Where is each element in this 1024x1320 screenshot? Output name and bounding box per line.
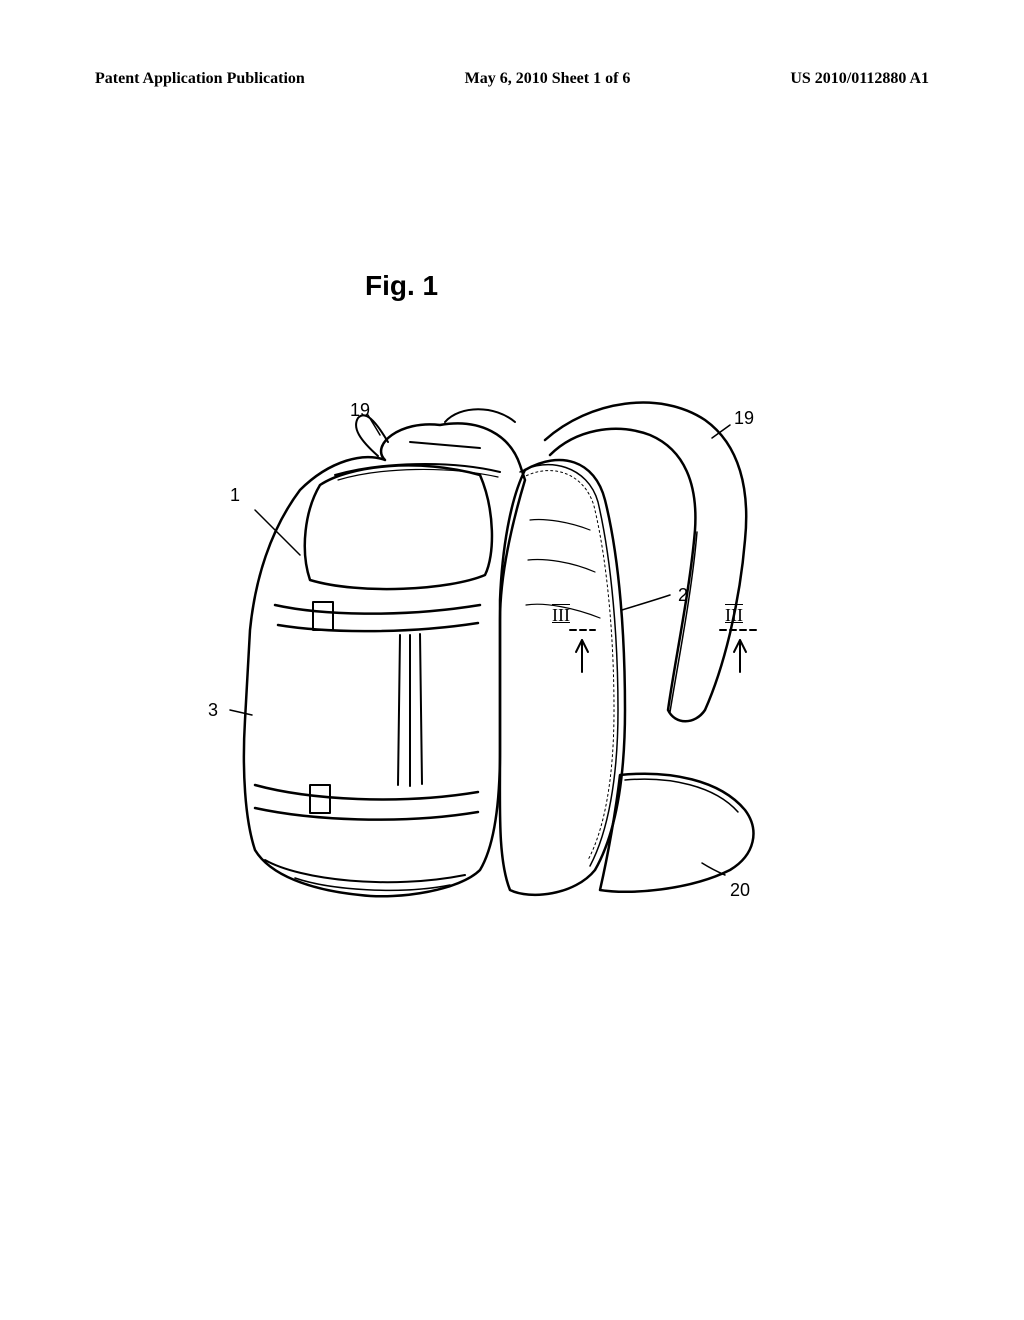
- section-roman-right: III: [725, 605, 743, 626]
- ref-19-left: 19: [350, 400, 370, 421]
- page-header: Patent Application Publication May 6, 20…: [95, 70, 929, 88]
- patent-drawing: 19 19 1 2 3 20 III III: [200, 380, 840, 980]
- header-left: Patent Application Publication: [95, 70, 305, 88]
- section-roman-left: III: [552, 605, 570, 626]
- header-right: US 2010/0112880 A1: [790, 70, 929, 88]
- figure-label: Fig. 1: [365, 270, 438, 302]
- ref-19-right: 19: [734, 408, 754, 429]
- header-center: May 6, 2010 Sheet 1 of 6: [465, 70, 631, 88]
- ref-2: 2: [678, 585, 688, 606]
- ref-20: 20: [730, 880, 750, 901]
- ref-3: 3: [208, 700, 218, 721]
- ref-1: 1: [230, 485, 240, 506]
